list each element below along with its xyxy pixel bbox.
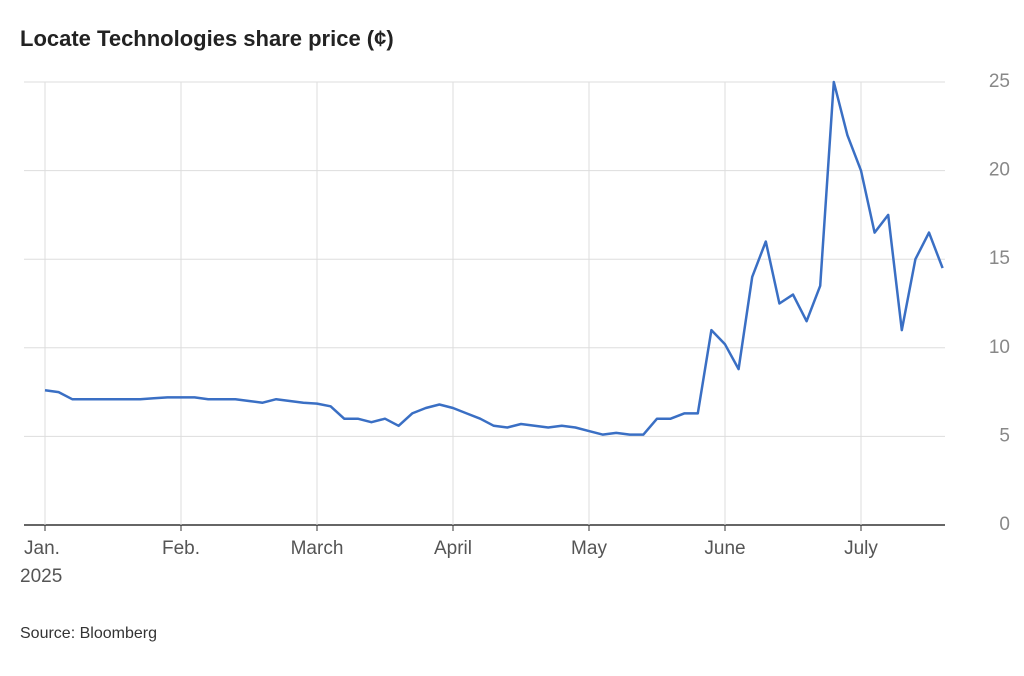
source-note: Source: Bloomberg (20, 625, 157, 642)
y-tick-label: 15 (989, 248, 1010, 269)
x-tick-label: Jan. (24, 538, 60, 559)
x-tick-label: Feb. (162, 538, 200, 559)
x-tick-label: July (844, 538, 878, 559)
y-tick-label: 5 (999, 425, 1010, 446)
chart-title: Locate Technologies share price (¢) (20, 26, 394, 51)
y-tick-label: 0 (999, 514, 1010, 535)
x-tick-label: May (571, 538, 607, 559)
y-tick-label: 25 (989, 71, 1010, 92)
y-tick-label: 10 (989, 337, 1010, 358)
price-line (44, 80, 944, 436)
x-tick-label: April (434, 538, 472, 559)
x-year-label: 2025 (20, 566, 62, 587)
x-tick-label: March (291, 538, 344, 559)
x-tick-label: June (704, 538, 745, 559)
y-tick-label: 20 (989, 160, 1010, 181)
